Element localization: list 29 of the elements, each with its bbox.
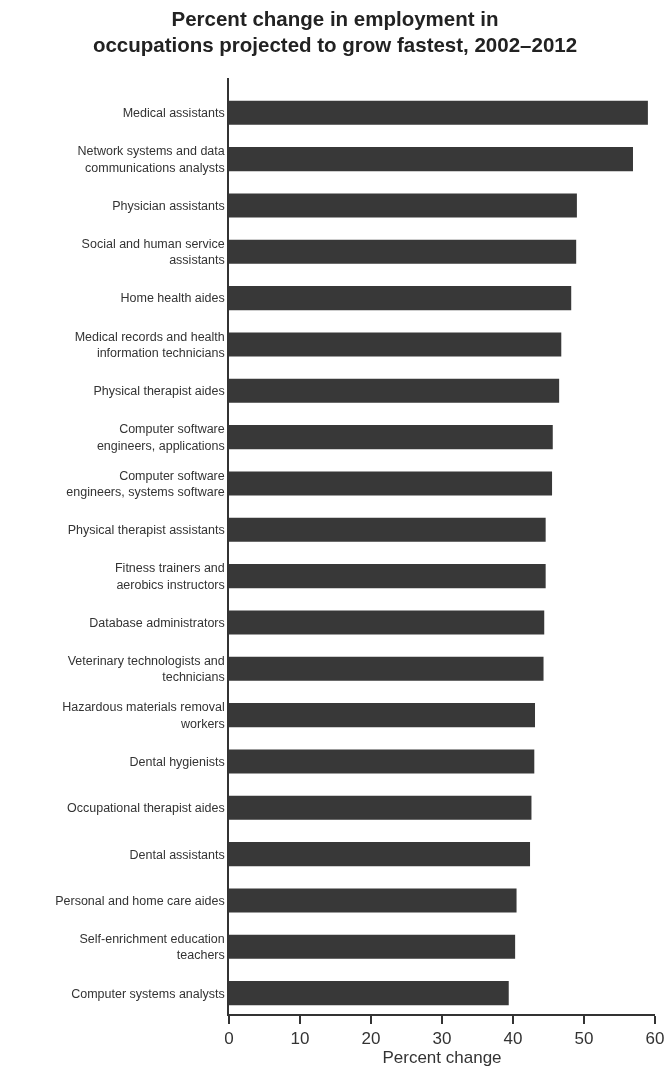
y-tick-label: Computer systems analysts: [71, 986, 225, 1001]
y-tick-label: Dental hygienists: [129, 754, 225, 769]
x-axis-title: Percent change: [382, 1048, 502, 1068]
y-tick-label: Dental assistants: [129, 847, 225, 862]
y-tick-label: Home health aides: [120, 291, 225, 306]
y-tick-label: Social and human service assistants: [81, 237, 225, 268]
y-tick-label: Medical records and health information technicians: [74, 329, 225, 360]
y-tick-label: Self-enrichment education teachers: [79, 932, 225, 963]
x-tick-label: 60: [645, 1029, 665, 1049]
y-tick-label: Veterinary technologists and technicians: [67, 654, 225, 685]
y-tick-label: Physician assistants: [112, 198, 225, 213]
x-tick-label: 0: [224, 1029, 234, 1049]
x-tick-label: 40: [503, 1029, 523, 1049]
x-tick-label: 20: [361, 1029, 381, 1049]
y-tick-label: Fitness trainers and aerobics instructors: [114, 561, 225, 592]
y-tick-label: Hazardous materials removal workers: [62, 700, 225, 731]
y-tick-label: Physical therapist aides: [93, 384, 225, 399]
y-tick-label: Personal and home care aides: [55, 893, 225, 908]
y-tick-label: Network systems and data communications analysts: [77, 144, 225, 175]
x-tick-label: 30: [432, 1029, 452, 1049]
chart-title: Percent change in employment in occupations projected to grow fastest, 2002–2012: [92, 6, 578, 57]
y-tick-label: Computer software engineers, applications: [96, 422, 225, 453]
y-tick-label: Medical assistants: [122, 106, 225, 121]
y-tick-label: Occupational therapist aides: [67, 801, 225, 816]
y-tick-label: Computer software engineers, systems software: [66, 468, 225, 499]
x-tick-label: 50: [574, 1029, 594, 1049]
y-tick-label: Database administrators: [89, 615, 225, 630]
y-tick-label: Physical therapist assistants: [67, 523, 225, 538]
x-tick-label: 10: [290, 1029, 310, 1049]
